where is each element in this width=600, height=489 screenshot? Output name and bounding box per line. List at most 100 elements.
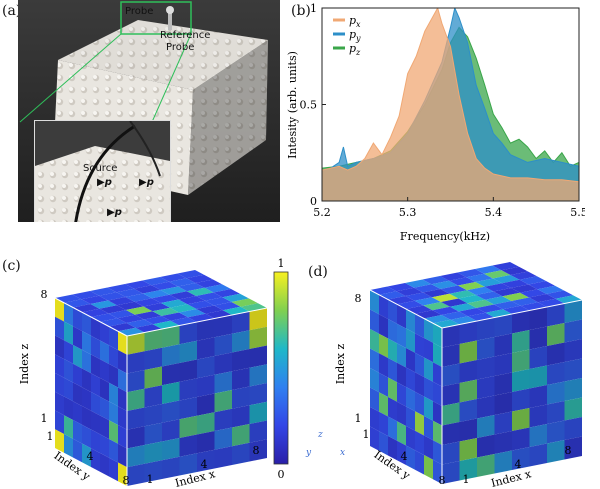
x-tick-label: 5.2 xyxy=(313,206,331,219)
cube-cell xyxy=(406,367,415,392)
cube-cell xyxy=(379,372,388,397)
cube-cell xyxy=(406,305,433,314)
cube-cell xyxy=(64,434,73,458)
cube-cell xyxy=(144,460,162,483)
cube-cell xyxy=(564,378,582,401)
cube-cell xyxy=(485,309,512,318)
cube-cell xyxy=(109,323,136,332)
cube-cell xyxy=(442,363,460,387)
cube-cell xyxy=(564,300,582,323)
cube-cell xyxy=(117,301,144,310)
cube-cell xyxy=(232,442,250,465)
cube-cell xyxy=(109,382,118,407)
cube-cell xyxy=(91,392,100,416)
cube-cell xyxy=(450,303,477,312)
reference-probe-label-2: Probe xyxy=(166,42,195,53)
cube-cell xyxy=(520,289,547,298)
cube-cell xyxy=(424,338,433,363)
cube-d-axis-z: Index z xyxy=(334,344,347,385)
cube-cell xyxy=(91,317,100,341)
cube-cell xyxy=(396,287,423,296)
cube-cell xyxy=(55,354,64,378)
cube-cell xyxy=(564,339,582,362)
cube-cell xyxy=(494,333,512,357)
inset-photo-source: Source ▶p ▶p ▶p xyxy=(34,120,171,222)
cube-cell xyxy=(197,374,215,397)
cube-cell xyxy=(73,345,82,369)
cube-cell xyxy=(178,283,205,292)
cube-cell xyxy=(151,281,178,290)
cube-cell xyxy=(213,289,240,298)
cube-cell xyxy=(127,445,145,468)
cube-cell xyxy=(118,406,127,430)
inset-drawing xyxy=(35,121,170,222)
cube-cell xyxy=(406,309,415,334)
cube-cell xyxy=(538,298,565,307)
cube-cell xyxy=(162,363,180,386)
cube-cell xyxy=(424,315,451,324)
cube-cell xyxy=(135,324,162,333)
cube-c-cells xyxy=(54,270,268,486)
cube-cell xyxy=(405,279,432,288)
cube-cell xyxy=(370,290,379,315)
cube-cell xyxy=(440,285,467,294)
cube-cell xyxy=(502,279,529,288)
cube-cell xyxy=(493,288,520,297)
cube-cell xyxy=(477,356,495,380)
cube-cell xyxy=(232,405,250,428)
cube-cell xyxy=(450,316,477,325)
cube-cell xyxy=(127,332,145,355)
cube-cell xyxy=(388,436,397,461)
cube-cell xyxy=(433,319,460,328)
cube-cell xyxy=(441,298,468,307)
cube-cell xyxy=(405,292,432,301)
legend-entry: py xyxy=(349,28,361,43)
cube-cell xyxy=(370,387,379,412)
cube-cell xyxy=(152,307,179,316)
cube-cell xyxy=(134,298,161,307)
cube-cell xyxy=(415,372,424,397)
cube-cell xyxy=(73,401,82,425)
cube-cell xyxy=(109,326,118,350)
cube-cell xyxy=(501,266,528,275)
cube-cell xyxy=(415,333,424,358)
cube-cell xyxy=(433,362,442,387)
cube-cell xyxy=(484,270,511,279)
cube-cell xyxy=(249,345,267,368)
cube-cell xyxy=(170,304,197,313)
cube-cell xyxy=(477,317,495,341)
cube-cell xyxy=(502,292,529,301)
cube-edge xyxy=(441,299,583,329)
cube-cell xyxy=(414,297,441,306)
cube-cell xyxy=(432,293,459,302)
cube-cell xyxy=(406,387,415,412)
cube-cell xyxy=(55,335,64,359)
cube-cell xyxy=(406,406,415,431)
cube-cell xyxy=(108,310,135,319)
axes-glyph-x: x xyxy=(340,448,346,458)
panel-label-a: (a) xyxy=(2,3,22,19)
cube-cell xyxy=(99,292,126,301)
cube-cell xyxy=(423,302,450,311)
cube-cell xyxy=(214,427,232,450)
cube-cell xyxy=(55,316,64,341)
cube-cell xyxy=(459,321,477,344)
cube-cell xyxy=(160,273,187,282)
cube-d-x-tick-8: 8 xyxy=(565,444,572,457)
cube-cell xyxy=(118,350,127,374)
cube-cell xyxy=(82,368,91,392)
colorbar-tick-min: 0 xyxy=(278,468,285,481)
cube-cell xyxy=(64,415,73,439)
cube-cell xyxy=(537,285,564,294)
cube-cell xyxy=(503,305,530,314)
cube-d-y-tick-8: 8 xyxy=(439,474,446,487)
cube-cell xyxy=(555,295,582,304)
chart-x-label: Frequency(kHz) xyxy=(400,230,490,243)
cube-cell xyxy=(512,408,530,431)
cube-cell xyxy=(64,377,73,402)
cube-cell xyxy=(433,401,442,426)
cube-cell xyxy=(423,289,450,298)
cube-cell xyxy=(424,318,433,343)
cube-cell xyxy=(100,378,109,402)
cube-cell xyxy=(100,415,109,439)
